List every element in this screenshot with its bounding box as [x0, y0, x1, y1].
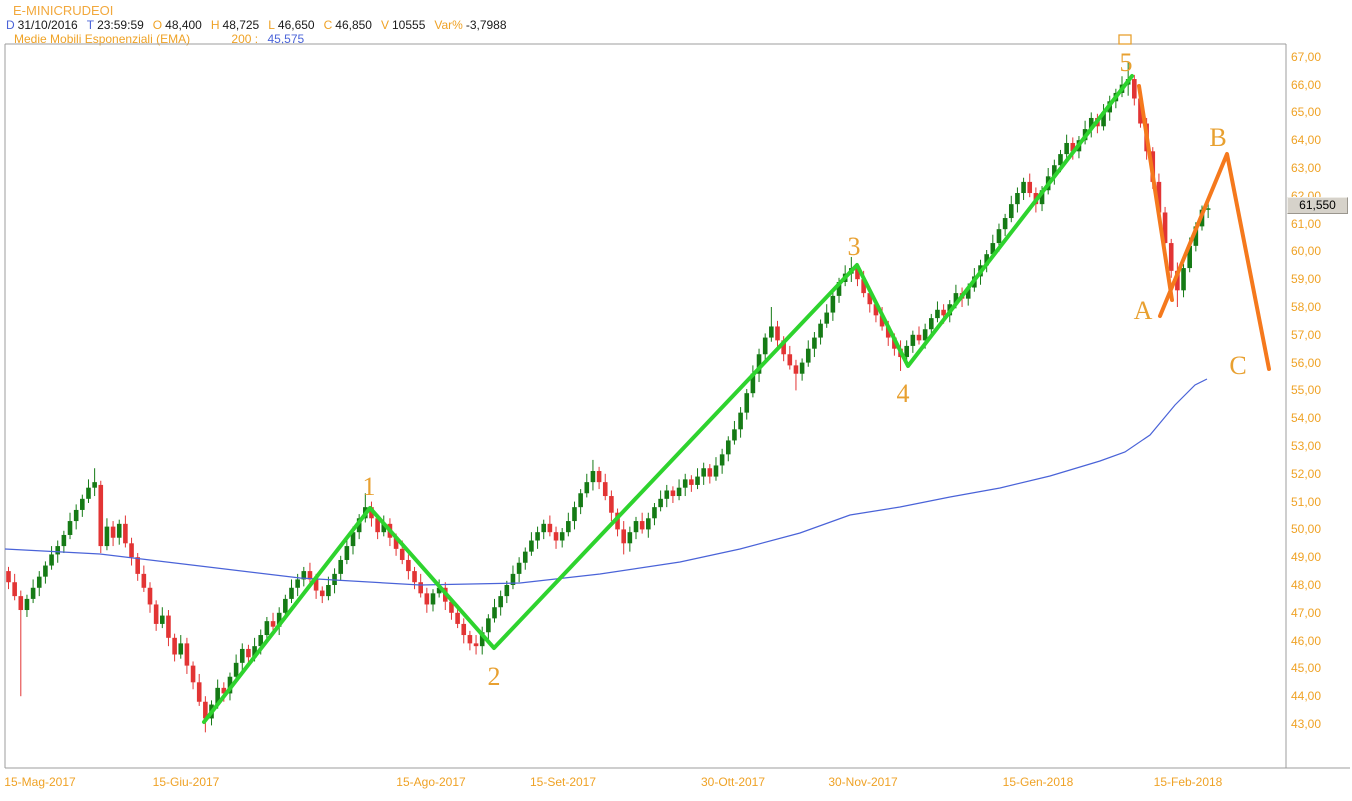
price-axis-label: 64,00 [1291, 133, 1322, 148]
symbol-title: E-MINICRUDEOI [13, 3, 114, 18]
price-axis-label: 61,00 [1291, 216, 1322, 231]
field-h: H 48,725 [210, 18, 260, 32]
plot-border [4, 43, 1350, 769]
wave-label-c: C [1229, 351, 1247, 380]
price-axis-label: 52,00 [1291, 466, 1322, 481]
field-l: L 46,650 [268, 18, 315, 32]
date-axis-label: 15-Gen-2018 [1002, 775, 1074, 789]
date-axis-label: 30-Ott-2017 [700, 775, 766, 789]
price-axis-label: 59,00 [1291, 272, 1322, 287]
price-axis-label: 44,00 [1291, 689, 1322, 704]
field-o: O 48,400 [152, 18, 202, 32]
date-axis-label: 15-Feb-2018 [1153, 775, 1223, 789]
price-axis-label: 53,00 [1291, 439, 1322, 453]
wave-label-2: 2 [487, 662, 501, 691]
wave-label-1: 1 [362, 472, 376, 501]
date-axis-label: 15-Set-2017 [529, 775, 597, 789]
price-axis-label: 48,00 [1291, 578, 1322, 592]
ohlc-status-row: D 31/10/2016 T 23:59:59 O 48,400 H 48,725 L 46,65… [6, 18, 516, 32]
correction-a-line [1137, 84, 1174, 302]
wave-label-4: 4 [896, 379, 910, 408]
date-axis-label: 30-Nov-2017 [828, 775, 898, 789]
price-axis-label: 55,00 [1291, 383, 1322, 398]
indicator-period: 200 : [231, 32, 259, 46]
price-axis-label: 43,00 [1291, 717, 1322, 731]
date-axis-label: 15-Ago-2017 [396, 775, 466, 789]
indicator-value: 45,575 [267, 32, 305, 46]
field-d: D 31/10/2016 [6, 18, 78, 32]
date-axis-label: 15-Mag-2017 [4, 775, 76, 789]
price-axis-label: 50,00 [1291, 522, 1322, 537]
ema200-line [4, 378, 1208, 586]
field-v: V 10555 [380, 18, 426, 32]
price-axis-label: 66,00 [1291, 77, 1322, 92]
price-axis-label: 67,00 [1291, 49, 1322, 64]
wave-label-5: 5 [1119, 48, 1133, 77]
field-t: T 23:59:59 [86, 18, 144, 32]
price-axis-label: 56,00 [1291, 355, 1322, 370]
wave-label-b: B [1209, 123, 1227, 152]
price-axis-label: 63,00 [1291, 161, 1322, 175]
price-axis-label: 54,00 [1291, 411, 1322, 426]
price-axis-label: 49,00 [1291, 550, 1322, 565]
price-axis-label: 57,00 [1291, 327, 1322, 342]
wave-label-a: A [1133, 296, 1153, 325]
clipped-label-glyph [1118, 34, 1132, 45]
price-axis-label: 45,00 [1291, 661, 1322, 676]
price-axis-label: 65,00 [1291, 105, 1322, 120]
candles-layer [6, 62, 1211, 733]
wave-label-3: 3 [847, 232, 861, 261]
field-c: C 46,850 [323, 18, 372, 32]
field-var: Var% -3,7988 [434, 18, 507, 32]
indicator-name: Medie Mobili Esponenziali (EMA) [14, 32, 191, 46]
price-axis-label: 60,00 [1291, 244, 1322, 259]
date-axis-label: 15-Giu-2017 [152, 775, 220, 789]
impulse-wave-line [202, 74, 1134, 724]
last-price-marker: 61,550 [1287, 197, 1348, 214]
correction-bc-line [1158, 152, 1271, 371]
ema-indicator-row: Medie Mobili Esponenziali (EMA) 200 : 45… [14, 32, 304, 46]
price-axis-label: 58,00 [1291, 300, 1322, 314]
price-axis-label: 46,00 [1291, 633, 1322, 648]
price-axis-label: 51,00 [1291, 494, 1322, 509]
price-axis-label: 47,00 [1291, 605, 1322, 620]
